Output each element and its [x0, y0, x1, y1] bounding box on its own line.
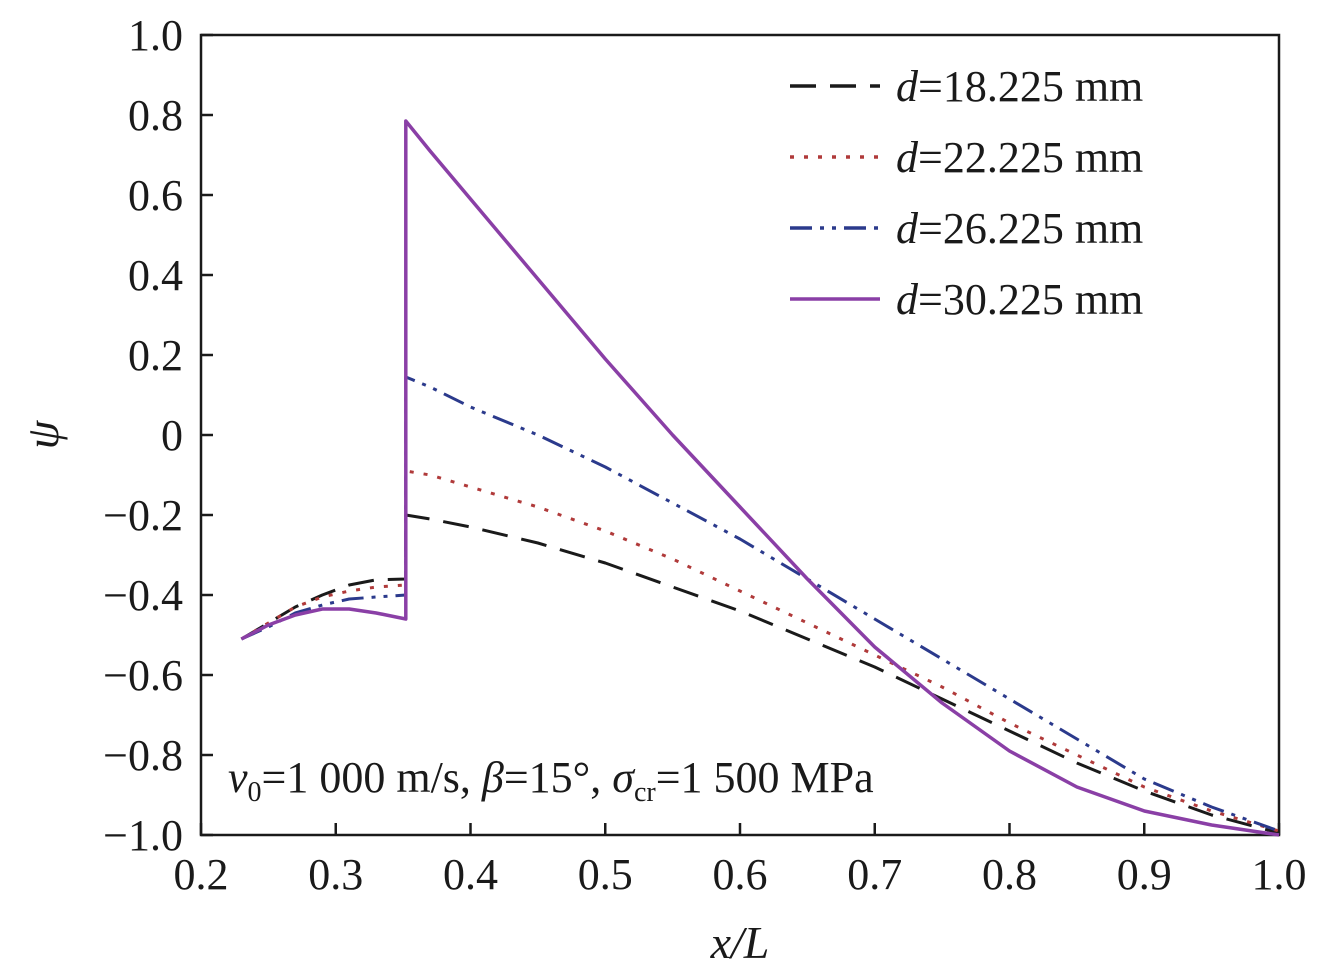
y-tick-label: −0.2: [103, 491, 183, 540]
x-axis-label: x/L: [710, 917, 770, 968]
series-line-3: [240, 375, 1280, 833]
legend-label-2: d=22.225 mm: [896, 133, 1143, 182]
x-tick-label: 0.8: [982, 850, 1037, 899]
series-line-1: [240, 513, 1280, 835]
y-tick-label: 1.0: [128, 11, 183, 60]
sigma-value: =1 500 MPa: [656, 753, 874, 802]
x-tick-label: 0.5: [578, 850, 633, 899]
y-tick-label: 0.4: [128, 251, 183, 300]
y-tick-label: 0.8: [128, 91, 183, 140]
legend-symbol: d: [896, 204, 919, 253]
y-axis-label: ψ: [17, 419, 68, 449]
series-line-4: [240, 119, 1280, 837]
legend-label-4: d=30.225 mm: [896, 275, 1143, 324]
y-axis-ticks: 1.0 0.8 0.6 0.4 0.2 0 −0.2 −0.4 −0.6 −0.8 −1.0: [103, 11, 213, 860]
x-tick-label: 1.0: [1252, 850, 1307, 899]
legend: d=18.225 mmd=22.225 mmd=26.225 mmd=30.22…: [790, 62, 1143, 324]
legend-label-1: d=18.225 mm: [896, 62, 1143, 111]
series-line-2: [240, 469, 1280, 833]
x-tick-label: 0.7: [847, 850, 902, 899]
beta-value: =15°,: [504, 753, 612, 802]
legend-symbol: d: [896, 62, 919, 111]
velocity-subscript: 0: [248, 777, 262, 808]
sigma-subscript: cr: [634, 777, 656, 808]
y-tick-label: 0: [161, 411, 183, 460]
y-tick-label: −0.8: [103, 731, 183, 780]
legend-value: =22.225 mm: [918, 133, 1143, 182]
x-tick-label: 0.2: [174, 850, 229, 899]
y-tick-label: −1.0: [103, 811, 183, 860]
y-tick-label: 0.6: [128, 171, 183, 220]
y-tick-label: −0.4: [103, 571, 183, 620]
x-tick-label: 0.9: [1117, 850, 1172, 899]
x-tick-label: 0.4: [443, 850, 498, 899]
sigma-symbol: σ: [612, 753, 636, 802]
x-axis-ticks: 0.2 0.3 0.4 0.5 0.6 0.7 0.8 0.9 1.0: [174, 823, 1307, 899]
beta-symbol: β: [481, 753, 504, 802]
parameter-annotation: v0=1 000 m/s, β=15°, σcr=1 500 MPa: [228, 753, 874, 808]
velocity-value: =1 000 m/s,: [262, 753, 482, 802]
x-tick-label: 0.3: [308, 850, 363, 899]
legend-value: =30.225 mm: [918, 275, 1143, 324]
legend-value: =18.225 mm: [918, 62, 1143, 111]
series-lines: [240, 119, 1280, 837]
legend-symbol: d: [896, 133, 919, 182]
y-tick-label: −0.6: [103, 651, 183, 700]
y-tick-label: 0.2: [128, 331, 183, 380]
legend-value: =26.225 mm: [918, 204, 1143, 253]
legend-symbol: d: [896, 275, 919, 324]
legend-label-3: d=26.225 mm: [896, 204, 1143, 253]
velocity-symbol: v: [228, 753, 248, 802]
x-tick-label: 0.6: [713, 850, 768, 899]
